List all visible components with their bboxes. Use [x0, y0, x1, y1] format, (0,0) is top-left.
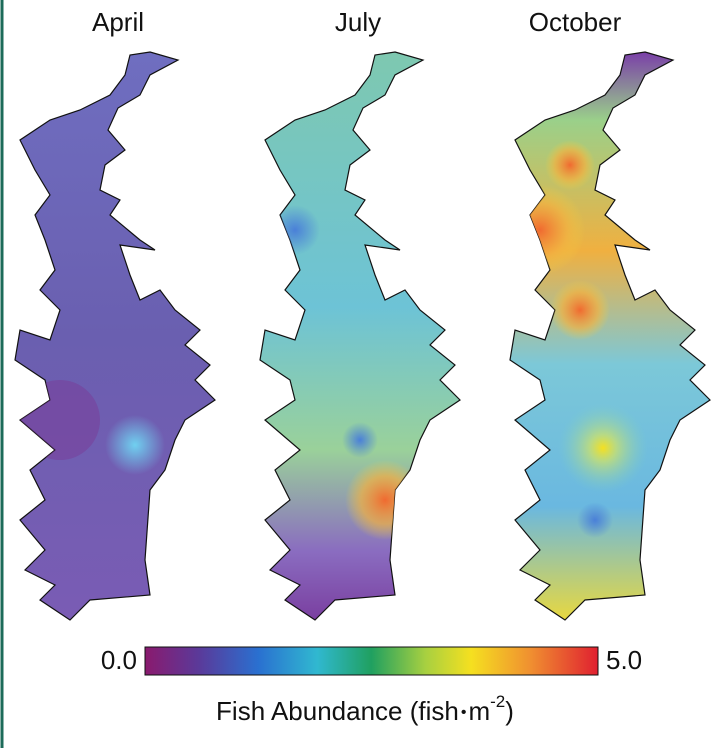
label-part: m [468, 696, 490, 726]
map-april: April [15, 7, 215, 620]
colorbar: 0.0 5.0 Fish Abundance (fish•m-2) [101, 645, 642, 726]
map-july: July [260, 7, 460, 620]
label-part: -2 [490, 692, 505, 711]
colorbar-label: Fish Abundance (fish•m-2) [216, 692, 514, 725]
colorbar-tick-label: 5.0 [606, 645, 642, 675]
panel-title: July [335, 7, 381, 37]
label-part: ) [505, 696, 514, 726]
colorbar-tick-label: 0.0 [101, 645, 137, 675]
label-part: • [461, 704, 467, 721]
label-part: Fish Abundance (fish [216, 696, 459, 726]
panel-title: October [529, 7, 622, 37]
map-october: October [495, 7, 710, 620]
panel-title: April [92, 7, 144, 37]
colorbar-scale [145, 647, 598, 675]
figure: April July October 0.0 5.0 Fish Abundance… [0, 0, 721, 748]
